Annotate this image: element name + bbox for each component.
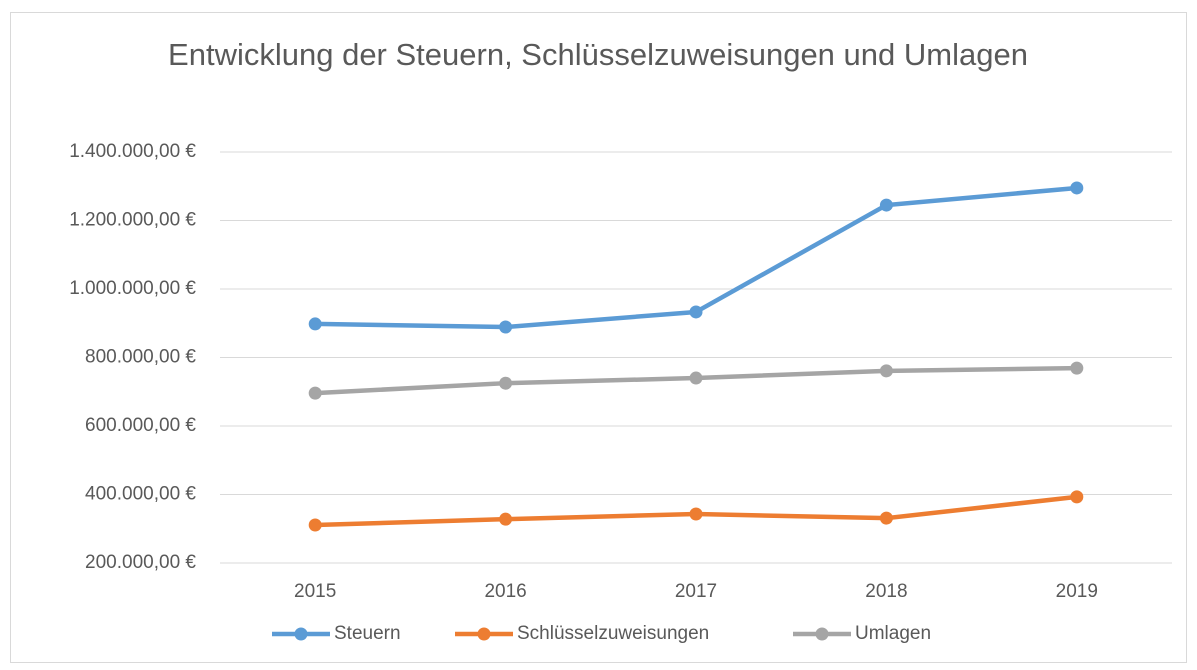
data-point: [499, 376, 513, 390]
legend-label: Schlüsselzuweisungen: [517, 623, 709, 644]
y-tick-label: 800.000,00 €: [85, 347, 196, 368]
y-tick-label: 1.000.000,00 €: [69, 278, 196, 299]
data-point: [1070, 181, 1084, 195]
data-point: [689, 371, 703, 385]
data-point: [1070, 490, 1084, 504]
y-tick-label: 1.200.000,00 €: [69, 210, 196, 231]
data-point: [879, 511, 893, 525]
x-tick-label: 2017: [675, 581, 717, 602]
x-tick-label: 2016: [484, 581, 526, 602]
legend-label: Steuern: [334, 623, 401, 644]
x-tick-label: 2019: [1056, 581, 1098, 602]
chart-border: [10, 12, 1187, 663]
data-point: [1070, 361, 1084, 375]
y-tick-label: 200.000,00 €: [85, 552, 196, 573]
legend-label: Umlagen: [855, 623, 931, 644]
data-point: [879, 364, 893, 378]
legend-marker: [815, 627, 829, 641]
data-point: [689, 507, 703, 521]
y-tick-label: 400.000,00 €: [85, 484, 196, 505]
data-point: [499, 320, 513, 334]
legend-marker: [294, 627, 308, 641]
data-point: [689, 305, 703, 319]
chart-title: Entwicklung der Steuern, Schlüsselzuweis…: [168, 37, 1028, 72]
y-tick-label: 600.000,00 €: [85, 415, 196, 436]
data-point: [879, 198, 893, 212]
x-tick-label: 2015: [294, 581, 336, 602]
legend-marker: [477, 627, 491, 641]
data-point: [499, 512, 513, 526]
data-point: [308, 386, 322, 400]
data-point: [308, 317, 322, 331]
y-tick-label: 1.400.000,00 €: [69, 141, 196, 162]
data-point: [308, 518, 322, 532]
x-tick-label: 2018: [865, 581, 907, 602]
